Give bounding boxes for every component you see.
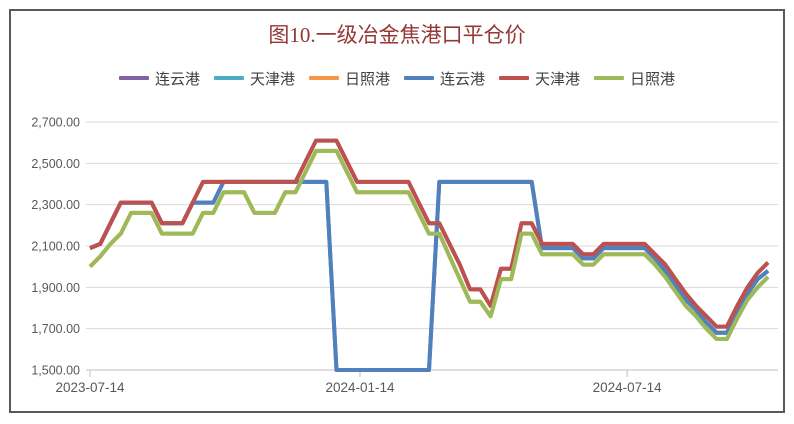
legend-label: 天津港: [249, 70, 295, 88]
y-axis-label: 1,500.00: [31, 364, 80, 378]
chart-title: 图10.一级冶金焦港口平仓价: [268, 23, 526, 47]
legend-line-swatch: [404, 76, 434, 80]
y-axis-label: 1,700.00: [31, 322, 80, 336]
y-axis-label: 2,100.00: [31, 240, 80, 254]
legend-item-3-lianyungang[interactable]: 连云港: [404, 68, 485, 89]
x-axis-label: 2024-07-14: [593, 380, 663, 395]
legend-line-swatch: [308, 76, 339, 80]
y-axis-label: 1,900.00: [31, 281, 80, 295]
legend: 连云港 天津港 日照港 连云港 天津港 日照港: [0, 66, 794, 90]
legend-label: 连云港: [154, 70, 200, 88]
y-axis-label: 2,500.00: [31, 157, 80, 171]
series-line-4-tianjin[interactable]: [89, 138, 770, 329]
legend-label: 天津港: [535, 70, 581, 88]
x-axis-label: 2023-07-14: [55, 380, 125, 395]
legend-item-2-rizhao[interactable]: 日照港: [308, 68, 390, 89]
legend-line-swatch: [594, 76, 625, 80]
y-axis-label: 2,700.00: [31, 116, 80, 130]
series-line-5-rizhao[interactable]: [88, 148, 770, 341]
series-line-2-rizhao[interactable]: [88, 148, 770, 341]
legend-line-swatch: [213, 76, 244, 80]
series-line-3-lianyungang[interactable]: [89, 179, 770, 372]
legend-label: 日照港: [344, 70, 390, 88]
x-axis-label: 2024-01-14: [325, 380, 395, 395]
legend-item-0-lianyungang[interactable]: 连云港: [118, 68, 200, 89]
legend-label: 连云港: [440, 70, 486, 88]
legend-item-5-rizhao[interactable]: 日照港: [594, 68, 675, 89]
y-axis-label: 2,300.00: [31, 198, 80, 212]
legend-item-1-tianjin[interactable]: 天津港: [213, 68, 295, 89]
legend-item-4-tianjin[interactable]: 天津港: [499, 68, 580, 89]
legend-line-swatch: [118, 76, 149, 80]
legend-label: 日照港: [630, 70, 676, 88]
legend-line-swatch: [499, 76, 530, 80]
